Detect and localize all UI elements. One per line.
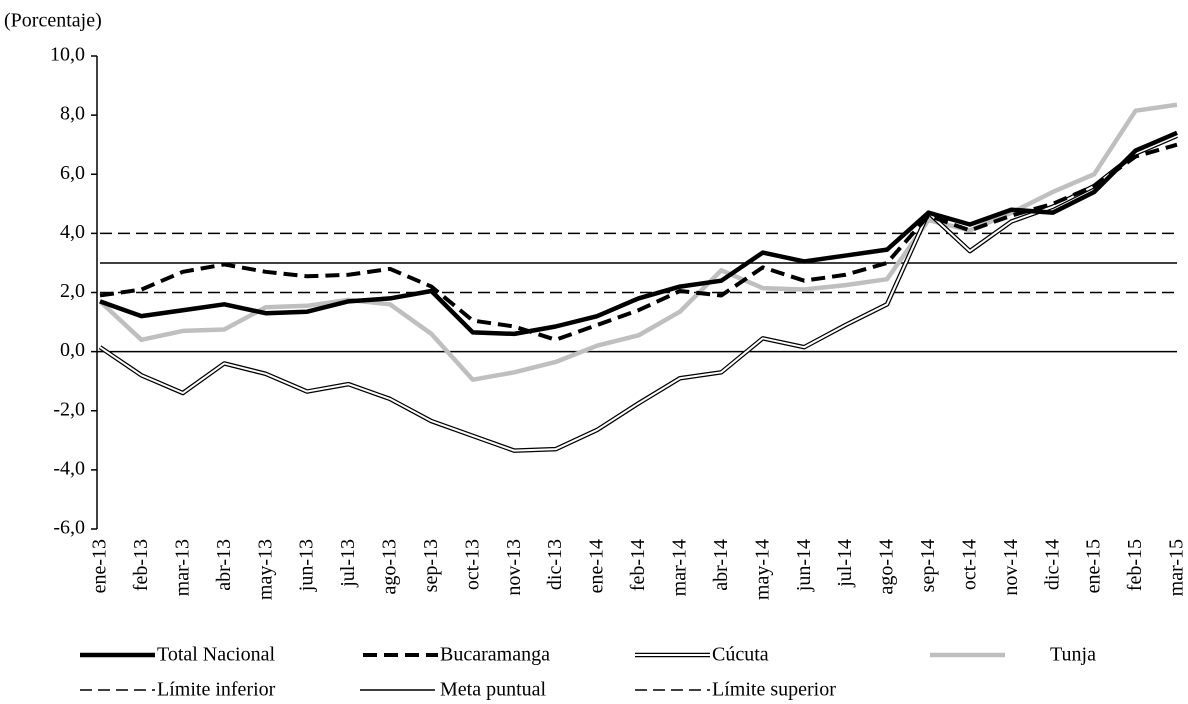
legend-label: Total Nacional — [157, 644, 275, 666]
series-line-inner — [99, 134, 1178, 452]
legend-label: Meta puntual — [440, 679, 547, 701]
y-tick-label: 0,0 — [60, 339, 85, 361]
series-line — [99, 142, 1178, 342]
x-tick-label: ago-14 — [876, 539, 898, 595]
x-tick-label: feb-14 — [627, 539, 649, 591]
y-tick-label: 8,0 — [60, 103, 85, 125]
x-tick-label: ene-15 — [1083, 539, 1105, 593]
legend-label: Límite inferior — [157, 679, 276, 701]
x-tick-label: jun-14 — [793, 539, 815, 592]
x-tick-label: dic-13 — [544, 539, 566, 590]
x-tick-label: ene-13 — [89, 539, 111, 593]
x-tick-label: sep-13 — [420, 539, 442, 592]
x-tick-label: mar-13 — [171, 539, 193, 596]
x-tick-label: may-14 — [751, 539, 773, 600]
y-tick-label: -6,0 — [53, 517, 85, 539]
y-tick-label: -2,0 — [53, 398, 85, 420]
x-tick-label: jun-13 — [296, 539, 318, 592]
chart-title: (Porcentaje) — [4, 10, 102, 32]
x-tick-label: oct-14 — [958, 539, 980, 590]
y-tick-label: 4,0 — [60, 221, 85, 243]
x-tick-label: nov-14 — [1000, 539, 1022, 596]
x-tick-label: mar-14 — [669, 539, 691, 596]
x-tick-label: mar-15 — [1166, 539, 1188, 596]
x-tick-label: feb-15 — [1124, 539, 1146, 591]
y-tick-label: -4,0 — [53, 457, 85, 479]
y-tick-label: 2,0 — [60, 280, 85, 302]
y-tick-label: 10,0 — [50, 44, 85, 66]
legend-label: Tunja — [1050, 644, 1096, 666]
x-tick-label: feb-13 — [130, 539, 152, 591]
series-line — [98, 102, 1178, 382]
series-line — [99, 130, 1178, 337]
x-tick-label: abr-14 — [710, 539, 732, 591]
legend-label: Bucaramanga — [440, 644, 550, 666]
legend-label: Cúcuta — [712, 644, 769, 666]
x-tick-label: jul-13 — [337, 539, 359, 588]
x-tick-label: sep-14 — [917, 539, 939, 592]
x-tick-label: jul-14 — [834, 539, 856, 588]
x-tick-label: ene-14 — [586, 539, 608, 593]
y-tick-label: 6,0 — [60, 162, 85, 184]
x-tick-label: nov-13 — [503, 539, 525, 596]
legend-label: Límite superior — [712, 679, 836, 701]
x-tick-label: oct-13 — [461, 539, 483, 590]
x-tick-label: may-13 — [254, 539, 276, 600]
x-tick-label: abr-13 — [213, 539, 235, 591]
x-tick-label: ago-13 — [379, 539, 401, 595]
x-tick-label: dic-14 — [1041, 539, 1063, 590]
